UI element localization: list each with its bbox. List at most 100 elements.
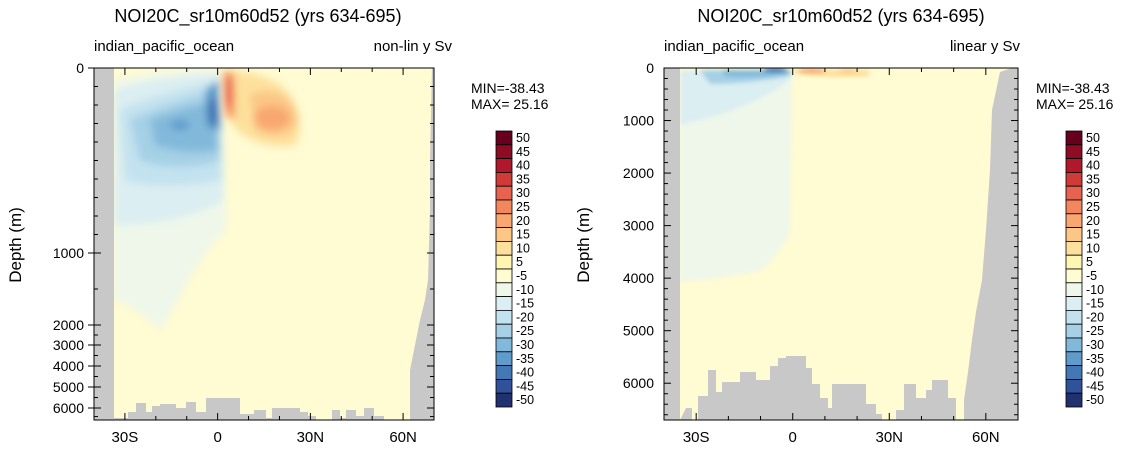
colorbar-label: -35 bbox=[1086, 352, 1104, 366]
colorbar-swatch bbox=[495, 130, 513, 146]
left-title: NOI20C_sr10m60d52 (yrs 634-695) bbox=[114, 6, 401, 27]
y-tick-label: 5000 bbox=[623, 323, 654, 339]
colorbar-swatch bbox=[495, 171, 513, 187]
colorbar-label: -50 bbox=[516, 393, 534, 407]
colorbar-swatch bbox=[1065, 213, 1083, 229]
right-x-axis: 30S 0 30N 60N bbox=[663, 68, 1019, 446]
x-tick-label: 30N bbox=[297, 429, 325, 446]
left-positive-cell bbox=[222, 70, 300, 147]
colorbar-swatch bbox=[495, 309, 513, 325]
colorbar-label: -20 bbox=[1086, 310, 1104, 324]
colorbar-label: -45 bbox=[516, 379, 534, 393]
left-subtitle-left: indian_pacific_ocean bbox=[94, 38, 234, 55]
left-y-axis: 0 1000 2000 3000 4000 5000 6000 bbox=[53, 60, 434, 418]
colorbar-label: -10 bbox=[516, 283, 534, 297]
colorbar-label: 30 bbox=[516, 186, 530, 200]
x-tick-label: 30N bbox=[876, 429, 904, 446]
colorbar-label: -45 bbox=[1086, 379, 1104, 393]
colorbar-swatch bbox=[495, 185, 513, 201]
colorbar-label: 25 bbox=[1086, 200, 1100, 214]
colorbar-swatch bbox=[1065, 144, 1083, 160]
colorbar-swatch bbox=[1065, 282, 1083, 297]
colorbar-label: -30 bbox=[516, 338, 534, 352]
colorbar-swatch bbox=[1065, 378, 1083, 394]
left-max-label: MAX= 25.16 bbox=[471, 96, 549, 112]
right-negative-cell bbox=[680, 68, 792, 282]
colorbar-swatch bbox=[495, 213, 513, 229]
colorbar-swatch bbox=[1065, 199, 1083, 215]
x-tick-label: 0 bbox=[213, 429, 221, 446]
colorbar-label: 40 bbox=[1086, 159, 1100, 173]
colorbar-swatch bbox=[1065, 171, 1083, 187]
colorbar-label: 35 bbox=[516, 172, 530, 186]
colorbar-swatch bbox=[1065, 130, 1083, 146]
left-negative-cell bbox=[114, 69, 226, 331]
colorbar-label: 45 bbox=[1086, 145, 1100, 159]
colorbar-swatch bbox=[495, 282, 513, 297]
colorbar-label: 50 bbox=[1086, 131, 1100, 145]
colorbar-swatch bbox=[1065, 227, 1083, 242]
colorbar-swatch bbox=[495, 254, 513, 270]
colorbar-swatch bbox=[1065, 185, 1083, 201]
colorbar-label: 5 bbox=[516, 255, 523, 269]
right-plot-frame bbox=[663, 67, 1019, 421]
colorbar-swatch bbox=[1065, 351, 1083, 366]
colorbar-label: -5 bbox=[1086, 269, 1097, 283]
colorbar-swatch bbox=[495, 199, 513, 215]
y-tick-label: 2000 bbox=[53, 317, 84, 333]
colorbar-label: -10 bbox=[1086, 283, 1104, 297]
y-tick-label: 4000 bbox=[53, 358, 84, 374]
left-land bbox=[94, 68, 434, 420]
x-tick-label: 60N bbox=[389, 429, 417, 446]
colorbar-label: 10 bbox=[516, 241, 530, 255]
colorbar-label: -35 bbox=[516, 352, 534, 366]
right-min-label: MIN=-38.43 bbox=[1036, 80, 1110, 96]
colorbar-label: -50 bbox=[1086, 393, 1104, 407]
colorbar-label: 40 bbox=[516, 159, 530, 173]
left-colorbar: 5045403530252015105-5-10-15-20-25-30-35-… bbox=[495, 130, 534, 408]
colorbar-label: 5 bbox=[1086, 255, 1093, 269]
right-positive-cell bbox=[792, 68, 870, 78]
y-tick-label: 3000 bbox=[623, 218, 654, 234]
y-tick-label: 5000 bbox=[53, 379, 84, 395]
colorbar-swatch bbox=[495, 365, 513, 380]
left-panel: NOI20C_sr10m60d52 (yrs 634-695) indian_p… bbox=[6, 6, 549, 446]
colorbar-label: -40 bbox=[516, 366, 534, 380]
colorbar-swatch bbox=[1065, 323, 1083, 339]
colorbar-swatch bbox=[1065, 240, 1083, 256]
y-tick-label: 4000 bbox=[623, 270, 654, 286]
colorbar-swatch bbox=[495, 268, 513, 284]
colorbar-label: 20 bbox=[1086, 214, 1100, 228]
colorbar-label: -15 bbox=[516, 297, 534, 311]
colorbar-swatch bbox=[1065, 337, 1083, 353]
colorbar-swatch bbox=[1065, 309, 1083, 325]
colorbar-label: -15 bbox=[1086, 297, 1104, 311]
right-panel: NOI20C_sr10m60d52 (yrs 634-695) indian_p… bbox=[574, 6, 1114, 446]
colorbar-label: 25 bbox=[516, 200, 530, 214]
colorbar-swatch bbox=[495, 337, 513, 353]
left-subtitle-right: non-lin y Sv bbox=[374, 38, 453, 55]
y-tick-label: 6000 bbox=[53, 400, 84, 416]
colorbar-label: -40 bbox=[1086, 366, 1104, 380]
x-tick-label: 30S bbox=[112, 429, 139, 446]
right-max-label: MAX= 25.16 bbox=[1036, 96, 1114, 112]
colorbar-label: 35 bbox=[1086, 172, 1100, 186]
y-tick-label: 0 bbox=[76, 60, 84, 76]
right-subtitle-right: linear y Sv bbox=[950, 38, 1021, 55]
colorbar-label: -5 bbox=[516, 269, 527, 283]
colorbar-swatch bbox=[1065, 365, 1083, 380]
left-x-axis: 30S 0 30N 60N bbox=[93, 68, 435, 446]
colorbar-swatch bbox=[495, 158, 513, 173]
colorbar-swatch bbox=[495, 323, 513, 339]
y-tick-label: 3000 bbox=[53, 337, 84, 353]
colorbar-label: 10 bbox=[1086, 241, 1100, 255]
colorbar-label: 20 bbox=[516, 214, 530, 228]
colorbar-label: 15 bbox=[1086, 228, 1100, 242]
colorbar-swatch bbox=[1065, 158, 1083, 173]
colorbar-swatch bbox=[495, 227, 513, 242]
y-tick-label: 2000 bbox=[623, 165, 654, 181]
left-plot-frame bbox=[93, 67, 435, 421]
colorbar-label: 30 bbox=[1086, 186, 1100, 200]
colorbar-swatch bbox=[495, 240, 513, 256]
